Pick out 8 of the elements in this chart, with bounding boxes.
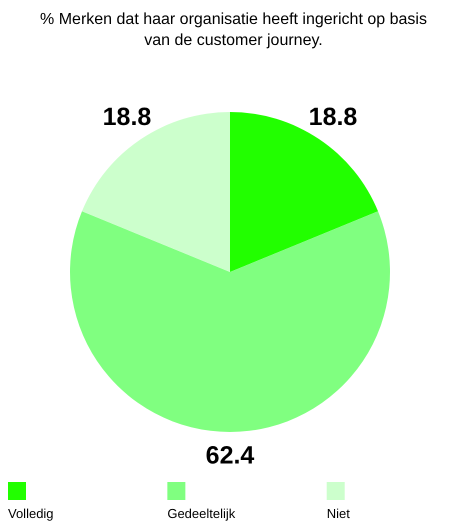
chart-title: % Merken dat haar organisatie heeft ingericht op basis van de customer journey. xyxy=(40,11,427,49)
data-label: 18.8 xyxy=(308,102,358,131)
data-label: 62.4 xyxy=(206,442,254,470)
legend-label: Niet xyxy=(326,506,350,521)
legend-label: Volledig xyxy=(8,506,54,521)
legend-label: Gedeeltelijk xyxy=(167,506,236,521)
pie-slice xyxy=(70,211,390,432)
data-label: 18.8 xyxy=(102,102,152,131)
